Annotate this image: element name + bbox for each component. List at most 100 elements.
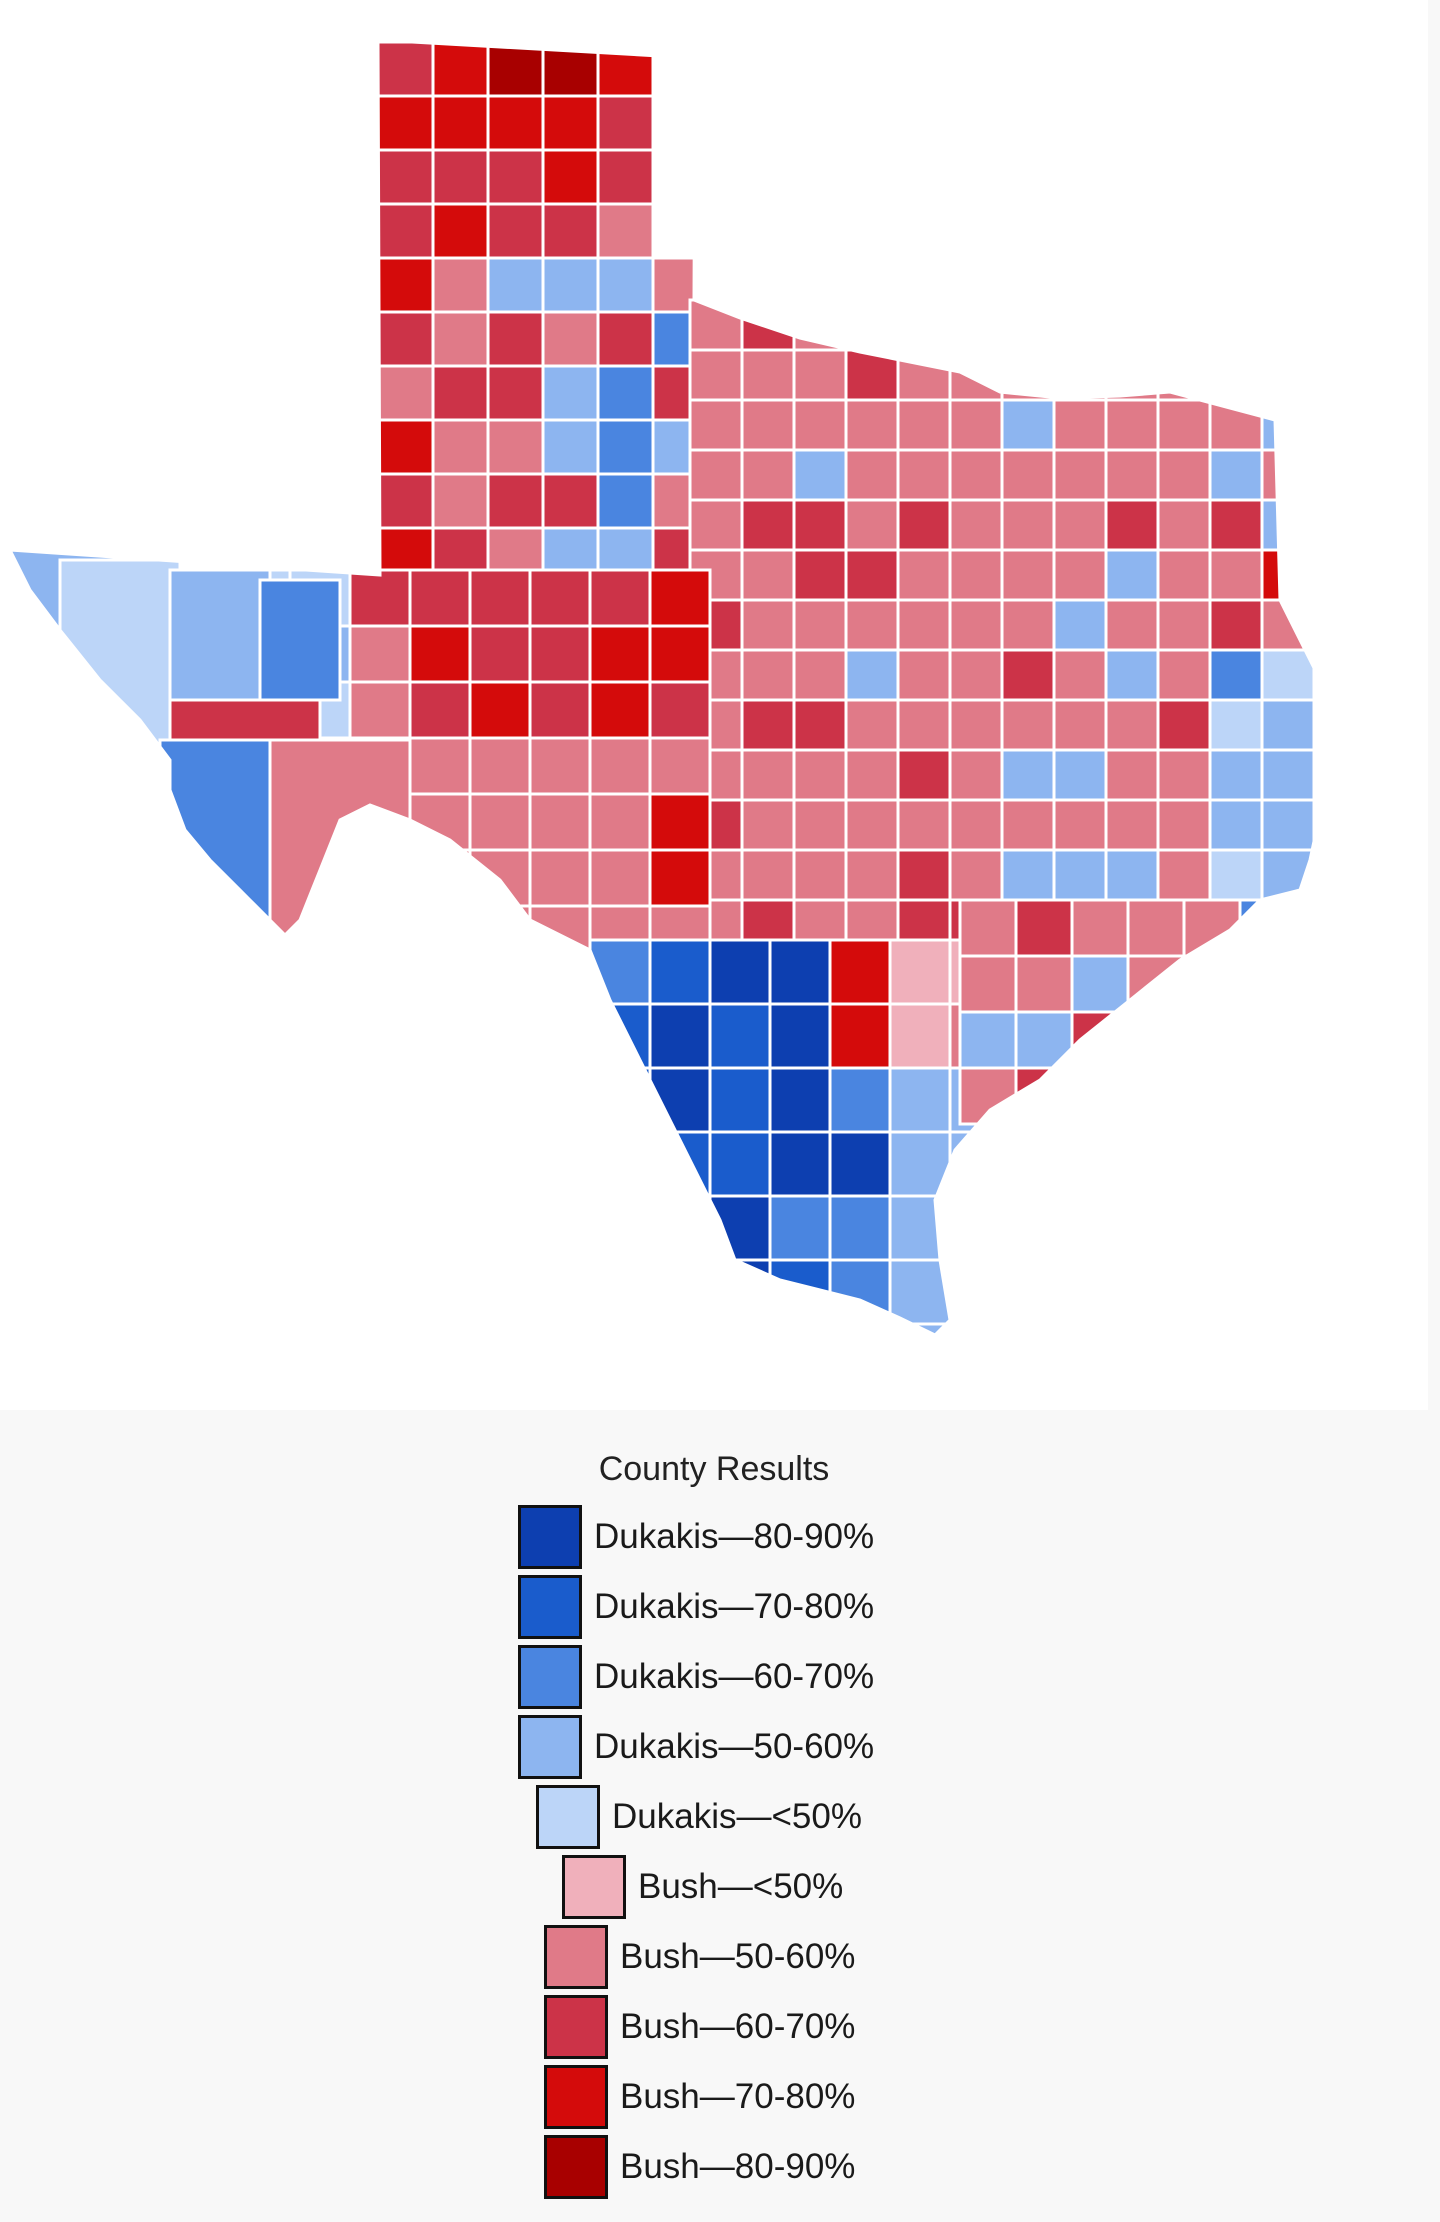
county [740,648,796,702]
county [541,310,600,368]
county [1000,448,1056,502]
county [431,310,490,368]
county [1000,398,1056,452]
county [1260,298,1316,352]
county [1238,898,1298,958]
county [648,792,712,852]
county [528,792,592,852]
county [588,736,652,796]
legend-label: Dukakis—50-60% [594,1727,875,1766]
county [1208,598,1264,652]
county [348,568,412,628]
county [1104,598,1160,652]
county [1156,298,1212,352]
county [1208,298,1264,352]
county [828,1194,892,1262]
county [1000,548,1056,602]
county [1126,1066,1186,1126]
county [376,472,435,530]
county [348,960,412,1020]
county [1052,498,1108,552]
county [948,698,1004,752]
county [948,348,1004,402]
county [648,1322,712,1335]
county [596,310,655,368]
county [958,1066,1018,1126]
county [844,698,900,752]
county [486,94,545,152]
county [958,898,1018,958]
legend-swatch [544,2135,608,2199]
county [168,904,232,964]
legend-item: Dukakis—<50% [536,1785,862,1849]
county [740,848,796,902]
county [596,364,655,422]
county [1104,398,1160,452]
legend-item: Dukakis—50-60% [518,1715,874,1779]
county [588,792,652,852]
county [1238,1066,1298,1126]
county [431,42,490,98]
county [468,792,532,852]
county [1260,648,1316,702]
county [258,578,342,702]
county [228,960,292,1020]
county [588,1258,652,1326]
legend-label: Bush—70-80% [620,2077,856,2116]
legend-swatch [544,2065,608,2129]
county [1052,748,1108,802]
county [1208,448,1264,502]
legend-label: Dukakis—<50% [612,1797,862,1836]
county [888,1002,952,1070]
county [768,1066,832,1134]
county [948,748,1004,802]
county [948,298,1004,352]
county [468,904,532,964]
county [1104,548,1160,602]
county [740,348,796,402]
county [648,624,712,684]
county [1104,648,1160,702]
legend-label: Bush—50-60% [620,1937,856,1976]
legend-swatch [518,1715,582,1779]
county [376,310,435,368]
county [376,256,435,314]
county [896,298,952,352]
county [708,1258,772,1326]
county [688,398,744,452]
county [1156,548,1212,602]
county [1156,698,1212,752]
county [1294,1066,1330,1126]
county [896,598,952,652]
county [541,472,600,530]
county [688,348,744,402]
county [1104,698,1160,752]
county [1260,698,1316,752]
county [648,938,712,1006]
county [708,1066,772,1134]
county [431,418,490,476]
county [896,798,952,852]
county [168,960,232,1020]
county [1260,498,1316,552]
county [1070,1066,1130,1126]
county [1208,848,1264,902]
county [1014,898,1074,958]
county [1070,898,1130,958]
county [958,1010,1018,1070]
county [541,94,600,152]
county [1260,748,1316,802]
county [348,848,412,908]
county [844,398,900,452]
county [740,798,796,852]
county [1014,1010,1074,1070]
county [268,738,412,942]
county [1000,298,1056,352]
county [648,680,712,740]
county [708,1002,772,1070]
county [376,202,435,260]
county [768,1322,832,1335]
county [408,736,472,796]
county [1208,798,1264,852]
county [376,364,435,422]
